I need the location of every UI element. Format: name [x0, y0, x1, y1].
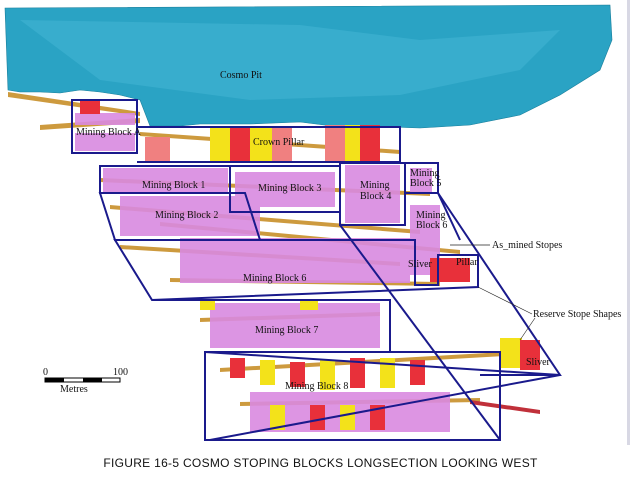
block-7-label: Mining Block 7	[255, 325, 318, 336]
scale-end: 100	[113, 367, 128, 378]
scale-unit: Metres	[60, 384, 88, 395]
block-8-label: Mining Block 8	[285, 381, 348, 392]
block-4-label-1: Mining	[360, 180, 389, 191]
crown-pillar-label: Crown Pillar	[253, 137, 305, 148]
crown-pillar-outline	[137, 126, 401, 163]
block-a-label: Mining Block A	[76, 127, 142, 138]
pit-label: Cosmo Pit	[220, 70, 262, 81]
block-6-small-label-1: Mining	[416, 210, 445, 221]
block-4-label-2: Block 4	[360, 191, 391, 202]
sliver-label-1: Sliver	[408, 259, 433, 270]
block-outlines	[71, 99, 562, 441]
reserve-leader-1	[477, 286, 533, 315]
block-5-label-1: Mining	[410, 168, 439, 179]
block-7-outline	[152, 299, 391, 352]
as-mined-annotation: As_mined Stopes	[492, 240, 562, 251]
pillar-small-label: Pillar	[456, 257, 478, 268]
frame-border	[627, 0, 630, 445]
block-5-label-2: Block 5	[410, 178, 441, 189]
figure-caption: FIGURE 16-5 COSMO STOPING BLOCKS LONGSEC…	[103, 456, 538, 470]
block-6-label: Mining Block 6	[243, 273, 306, 284]
scale-start: 0	[43, 367, 48, 378]
reserve-stopes	[80, 100, 540, 430]
block-3-label: Mining Block 3	[258, 183, 321, 194]
sliver-label-2: Sliver	[526, 357, 551, 368]
reserve-leader-2	[519, 317, 536, 341]
block-6-small-label-2: Block 6	[416, 220, 447, 231]
block-1-label: Mining Block 1	[142, 180, 205, 191]
scale-bar: 0 100 Metres	[43, 367, 128, 395]
diagonal-boundary-2	[437, 192, 562, 376]
diagonal-boundary	[339, 224, 501, 441]
pit-highlight	[20, 20, 560, 100]
block-2-label: Mining Block 2	[155, 210, 218, 221]
as-mined-stopes	[75, 113, 450, 432]
reserve-annotation: Reserve Stope Shapes	[533, 309, 621, 320]
block-6-outline	[113, 239, 479, 302]
